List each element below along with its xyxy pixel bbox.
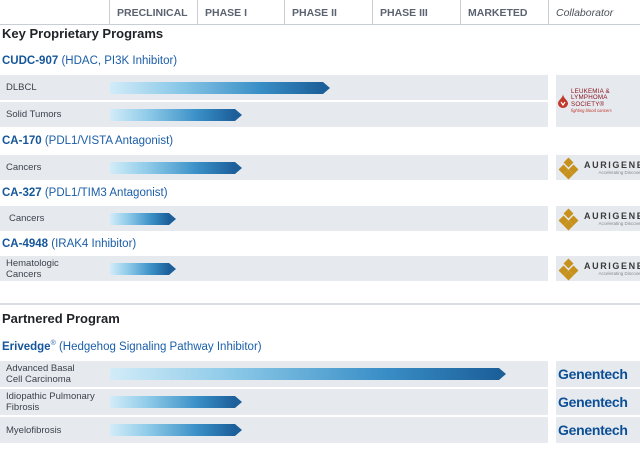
lls-drop-icon	[558, 94, 568, 108]
collaborator-genentech-logo: Genentech	[556, 389, 640, 415]
program-code: CUDC-907	[2, 55, 59, 67]
program-title: CA-4948 (IRAK4 Inhibitor)	[2, 238, 136, 250]
phase-header-phase-i: PHASE I	[197, 0, 285, 24]
indication-label: Hematologic Cancers	[6, 258, 59, 280]
progress-bar	[110, 396, 242, 408]
program-description: (PDL1/TIM3 Antagonist)	[44, 187, 168, 199]
aurigene-wordmark: AURIGENE Accelerating Discovery	[584, 211, 640, 226]
indication-label-line: Advanced Basal	[6, 363, 75, 374]
progress-bar	[110, 81, 330, 94]
program-description: (PDL1/VISTA Antagonist)	[44, 135, 174, 147]
phase-header-phase-ii: PHASE II	[284, 0, 372, 24]
lls-name-line-1: LEUKEMIA &	[571, 87, 610, 95]
aurigene-mark-icon	[558, 157, 580, 179]
program-description: (Hedgehog Signaling Pathway Inhibitor)	[58, 340, 262, 353]
program-code: Erivedge	[2, 340, 51, 353]
section-divider	[0, 303, 640, 305]
pipeline-row	[0, 417, 548, 443]
indication-label-line: Myelofibrosis	[6, 424, 62, 436]
program-title: CUDC-907 (HDAC, PI3K Inhibitor)	[2, 55, 177, 67]
phase-header-preclinical: PRECLINICAL	[109, 0, 197, 24]
program-title: Erivedge® (Hedgehog Signaling Pathway In…	[2, 340, 262, 353]
indication-label: DLBCL	[6, 82, 37, 93]
aurigene-logo: AURIGENE Accelerating Discovery	[558, 258, 640, 280]
indication-label: Myelofibrosis	[6, 425, 61, 436]
progress-bar	[110, 424, 242, 436]
indication-label: Cancers	[6, 162, 41, 173]
collaborator-header: Collaborator	[548, 0, 640, 24]
phase-header-phase-iii: PHASE III	[372, 0, 460, 24]
lls-logo: LEUKEMIA & LYMPHOMA SOCIETY® fighting bloo…	[558, 87, 640, 114]
section-title: Key Proprietary Programs	[2, 26, 164, 41]
aurigene-wordmark: AURIGENE Accelerating Discovery	[584, 261, 640, 276]
pipeline-row	[0, 155, 548, 180]
collaborator-genentech-logo: Genentech	[556, 417, 640, 443]
indication-label-line: Cancers	[6, 162, 42, 173]
program-description: (IRAK4 Inhibitor)	[51, 238, 137, 250]
indication-label-line: Solid Tumors	[6, 109, 62, 120]
genentech-wordmark: Genentech	[558, 422, 628, 438]
aurigene-mark-icon	[558, 258, 580, 280]
aurigene-tagline: Accelerating Discovery	[598, 271, 640, 276]
progress-bar	[110, 108, 242, 121]
aurigene-mark-icon	[558, 208, 580, 230]
collaborator-aurigene-logo: AURIGENE Accelerating Discovery	[556, 155, 640, 180]
header-divider	[0, 24, 640, 25]
program-description: (HDAC, PI3K Inhibitor)	[61, 55, 178, 67]
indication-label-line: Hematologic	[6, 257, 59, 269]
aurigene-name: AURIGENE	[584, 211, 640, 221]
indication-label: Solid Tumors	[6, 109, 61, 120]
progress-bar	[110, 161, 242, 174]
lls-name-line-2: LYMPHOMA SOCIETY®	[571, 94, 608, 108]
collaborator-genentech-logo: Genentech	[556, 361, 640, 387]
pipeline-row	[0, 102, 548, 127]
collaborator-lls-logo: LEUKEMIA & LYMPHOMA SOCIETY® fighting bloo…	[556, 75, 640, 127]
pipeline-row	[0, 256, 548, 281]
indication-label-line: DLBCL	[6, 82, 37, 93]
aurigene-tagline: Accelerating Discovery	[598, 221, 640, 226]
section-title: Partnered Program	[2, 311, 120, 326]
indication-label-line: Fibrosis	[6, 402, 40, 413]
indication-label-line: Cancers	[6, 268, 42, 280]
lls-tagline: fighting blood cancers	[571, 108, 612, 114]
progress-bar	[110, 212, 176, 225]
aurigene-tagline: Accelerating Discovery	[598, 170, 640, 175]
aurigene-wordmark: AURIGENE Accelerating Discovery	[584, 160, 640, 175]
genentech-wordmark: Genentech	[558, 394, 628, 410]
collaborator-aurigene-logo: AURIGENE Accelerating Discovery	[556, 206, 640, 231]
aurigene-logo: AURIGENE Accelerating Discovery	[558, 208, 640, 230]
indication-label-line: Cell Carcinoma	[6, 374, 71, 385]
progress-bar	[110, 368, 506, 380]
lls-wordmark: LEUKEMIA & LYMPHOMA SOCIETY® fighting bloo…	[571, 87, 640, 114]
indication-label: Advanced Basal Cell Carcinoma	[6, 363, 75, 385]
collaborator-aurigene-logo: AURIGENE Accelerating Discovery	[556, 256, 640, 281]
pipeline-row	[0, 206, 548, 231]
indication-label-line: Idiopathic Pulmonary	[6, 391, 95, 402]
phase-header-marketed: MARKETED	[460, 0, 548, 24]
program-code: CA-170	[2, 135, 42, 147]
genentech-wordmark: Genentech	[558, 366, 628, 382]
program-code: CA-4948	[2, 238, 49, 250]
registered-mark: ®	[50, 340, 56, 347]
progress-bar	[110, 262, 176, 275]
indication-label: Idiopathic Pulmonary Fibrosis	[6, 391, 95, 413]
aurigene-name: AURIGENE	[584, 261, 640, 271]
program-title: CA-327 (PDL1/TIM3 Antagonist)	[2, 187, 168, 199]
aurigene-logo: AURIGENE Accelerating Discovery	[558, 157, 640, 179]
indication-label: Cancers	[9, 213, 44, 224]
indication-label-line: Cancers	[9, 213, 45, 224]
aurigene-name: AURIGENE	[584, 160, 640, 170]
program-code: CA-327	[2, 187, 42, 199]
pipeline-row	[0, 389, 548, 415]
program-title: CA-170 (PDL1/VISTA Antagonist)	[2, 135, 173, 147]
